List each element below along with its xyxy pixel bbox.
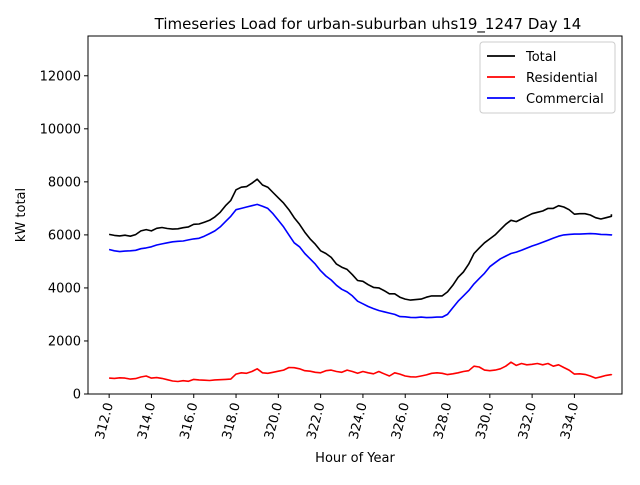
series-line-commercial [108,203,613,319]
plot-area-frame [87,35,623,395]
y-tick-label: 12000 [40,69,81,84]
x-tick-label: 320.0 [262,401,286,441]
x-tick-label: 334.0 [558,401,582,441]
y-tick-label: 2000 [48,334,81,349]
x-tick-label: 328.0 [431,401,455,441]
y-tick-label: 10000 [40,122,81,137]
x-tick-label: 332.0 [516,401,540,441]
x-axis-title: Hour of Year [315,451,395,466]
y-tick-label: 4000 [48,281,81,296]
series-line-residential [109,361,613,383]
series-line-total [108,178,613,301]
legend-label-commercial: Commercial [526,92,604,107]
x-tick-label: 324.0 [347,401,371,441]
x-axis: 312.0 314.0 316.0 318.0 320.0 322.0 324.0 326.0… [93,394,582,441]
legend-label-total: Total [525,50,556,65]
y-tick-label: 0 [73,388,81,403]
x-tick-label: 326.0 [389,401,413,441]
chart-title: Timeseries Load for urban-suburban uhs19… [154,15,582,34]
y-tick-label: 6000 [48,228,81,243]
x-tick-label: 312.0 [93,401,117,441]
legend-box [479,41,616,114]
x-tick-label: 330.0 [474,401,498,441]
legend: Total Residential Commercial [479,41,616,114]
y-tick-label: 8000 [48,175,81,190]
x-tick-label: 322.0 [304,401,328,441]
series-layer [108,178,613,383]
x-tick-label: 316.0 [177,401,201,441]
legend-label-residential: Residential [526,71,598,86]
x-tick-label: 318.0 [220,401,244,441]
y-axis: 0 2000 4000 6000 8000 10000 12000 [40,69,88,403]
y-axis-title: kW total [14,188,29,242]
x-tick-label: 314.0 [135,401,159,441]
